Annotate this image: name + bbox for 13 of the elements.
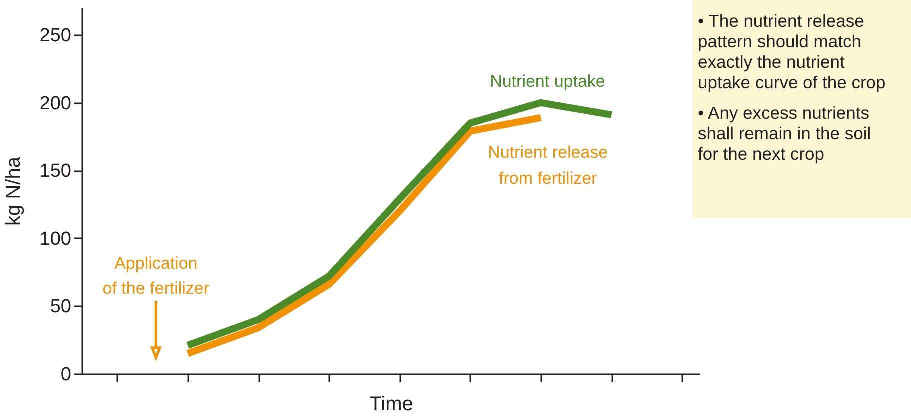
series-label: Nutrient release from fertilizer bbox=[488, 142, 608, 188]
y-tick-label: 150 bbox=[40, 161, 72, 182]
y-tick-label: 0 bbox=[60, 364, 72, 386]
annotation: Application of the fertilizer bbox=[102, 254, 210, 298]
annotation: • Any excess nutrients shall remain in the soil for the next crop bbox=[698, 103, 872, 164]
y-tick-label: 200 bbox=[40, 93, 72, 114]
y-tick-label: 250 bbox=[40, 26, 72, 47]
y-tick-label: 100 bbox=[40, 228, 72, 250]
y-tick-label: 50 bbox=[50, 296, 72, 318]
series-label: Nutrient uptake bbox=[490, 72, 606, 92]
y-axis-title: kg N/ha bbox=[2, 156, 25, 226]
annotation: • The nutrient release pattern should match exactly the nutrient uptake curve of the crop bbox=[698, 11, 886, 92]
x-axis-title: Time bbox=[370, 393, 414, 416]
